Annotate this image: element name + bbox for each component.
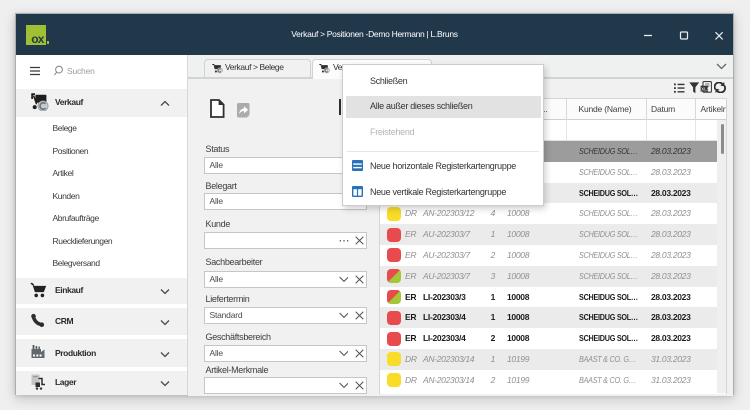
svg-text:XLS: XLS bbox=[701, 86, 710, 91]
